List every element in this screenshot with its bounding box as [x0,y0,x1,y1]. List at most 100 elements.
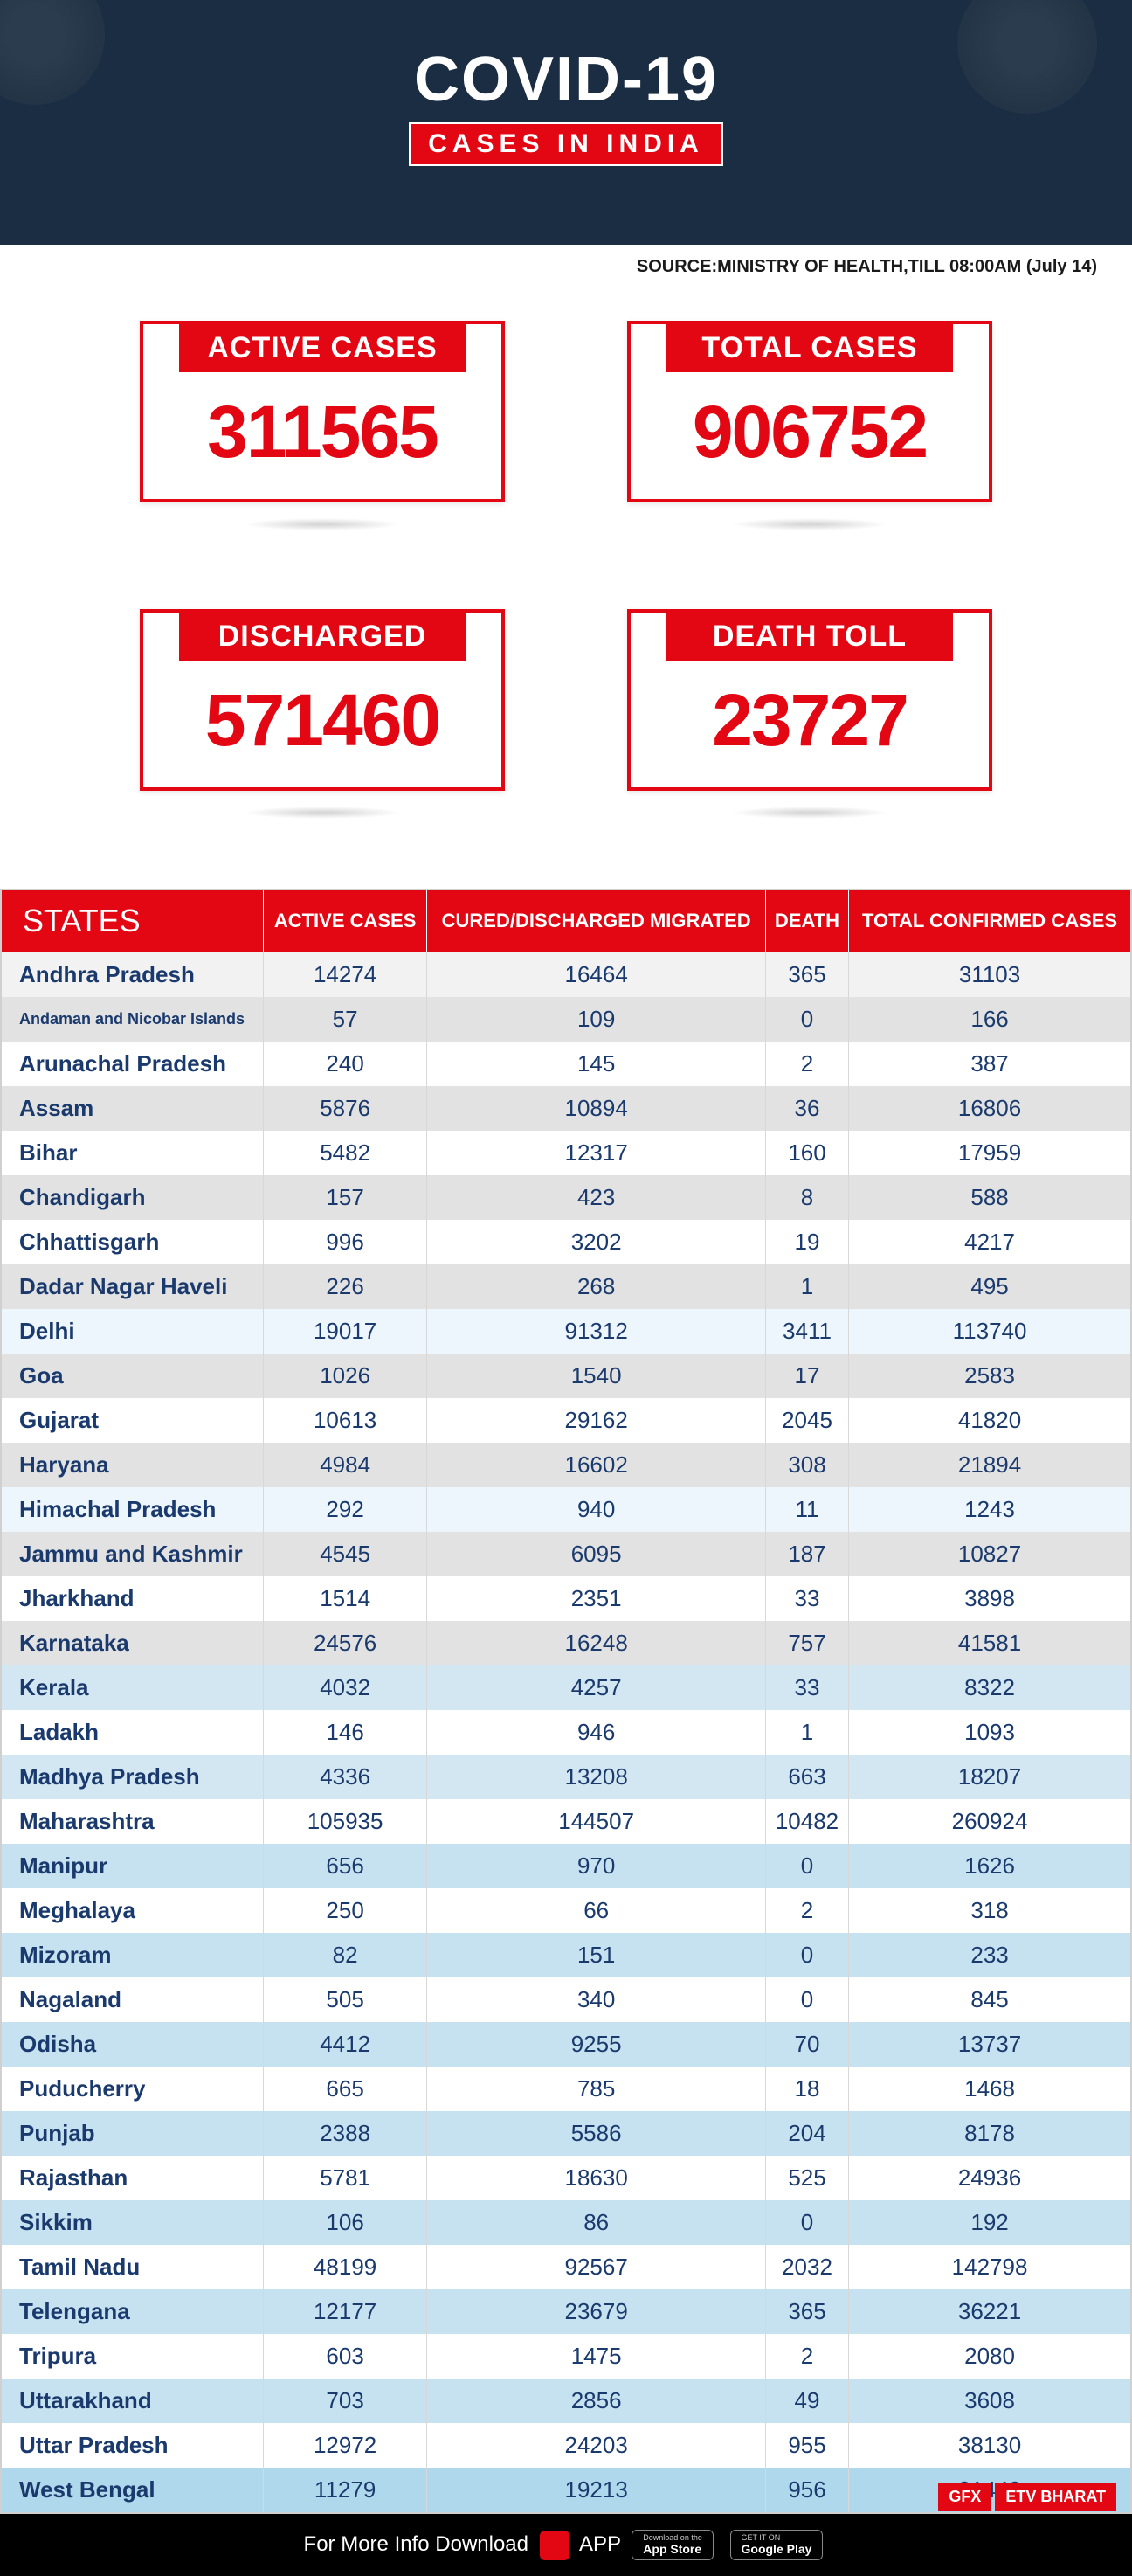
subtitle-badge: CASES IN INDIA [409,122,723,166]
etv-badge: ETV BHARAT [995,2483,1116,2511]
value-cell: 1093 [849,1710,1131,1755]
table-row: Mizoram821510233 [1,1933,1131,1977]
value-cell: 603 [263,2334,427,2379]
appstore-badge[interactable]: Download on the App Store [632,2530,714,2560]
value-cell: 18207 [849,1755,1131,1799]
state-name-cell: Haryana [1,1443,263,1487]
table-row: Jharkhand15142351333898 [1,1576,1131,1621]
value-cell: 1626 [849,1844,1131,1888]
value-cell: 2 [765,1888,848,1933]
value-cell: 340 [427,1977,766,2022]
value-cell: 10827 [849,1532,1131,1576]
value-cell: 31103 [849,952,1131,998]
value-cell: 17 [765,1354,848,1398]
stat-value: 311565 [143,372,501,499]
table-row: Telengana121772367936536221 [1,2289,1131,2334]
value-cell: 166 [849,997,1131,1042]
playstore-badge[interactable]: GET IT ON Google Play [730,2530,824,2560]
table-row: Andaman and Nicobar Islands571090166 [1,997,1131,1042]
value-cell: 2080 [849,2334,1131,2379]
app-label: APP [579,2532,621,2556]
value-cell: 4336 [263,1755,427,1799]
value-cell: 91312 [427,1309,766,1354]
state-name-cell: Maharashtra [1,1799,263,1844]
value-cell: 19017 [263,1309,427,1354]
value-cell: 24576 [263,1621,427,1665]
state-name-cell: Meghalaya [1,1888,263,1933]
value-cell: 41581 [849,1621,1131,1665]
value-cell: 505 [263,1977,427,2022]
value-cell: 29162 [427,1398,766,1443]
state-name-cell: West Bengal [1,2468,263,2513]
value-cell: 92567 [427,2245,766,2289]
stat-card: ACTIVE CASES311565 [140,321,505,502]
table-row: Ladakh14694611093 [1,1710,1131,1755]
table-header-cell: DEATH [765,890,848,952]
subtitle-text: CASES IN INDIA [428,129,704,158]
value-cell: 21894 [849,1443,1131,1487]
state-name-cell: Gujarat [1,1398,263,1443]
stat-value: 23727 [631,661,989,787]
value-cell: 6095 [427,1532,766,1576]
table-row: Chhattisgarh9963202194217 [1,1220,1131,1264]
value-cell: 10482 [765,1799,848,1844]
value-cell: 12177 [263,2289,427,2334]
value-cell: 16248 [427,1621,766,1665]
state-name-cell: Mizoram [1,1933,263,1977]
value-cell: 109 [427,997,766,1042]
value-cell: 19213 [427,2468,766,2513]
value-cell: 1468 [849,2067,1131,2111]
state-name-cell: Andaman and Nicobar Islands [1,997,263,1042]
value-cell: 9255 [427,2022,766,2067]
value-cell: 16602 [427,1443,766,1487]
value-cell: 946 [427,1710,766,1755]
table-header-cell: ACTIVE CASES [263,890,427,952]
state-name-cell: Jharkhand [1,1576,263,1621]
state-name-cell: Karnataka [1,1621,263,1665]
table-row: Punjab238855862048178 [1,2111,1131,2156]
table-header-cell: STATES [1,890,263,952]
value-cell: 8322 [849,1665,1131,1710]
value-cell: 204 [765,2111,848,2156]
value-cell: 5482 [263,1131,427,1175]
value-cell: 144507 [427,1799,766,1844]
value-cell: 1 [765,1710,848,1755]
value-cell: 1514 [263,1576,427,1621]
value-cell: 57 [263,997,427,1042]
value-cell: 10894 [427,1086,766,1131]
value-cell: 233 [849,1933,1131,1977]
value-cell: 3608 [849,2379,1131,2423]
value-cell: 2583 [849,1354,1131,1398]
value-cell: 845 [849,1977,1131,2022]
value-cell: 151 [427,1933,766,1977]
table-row: Haryana49841660230821894 [1,1443,1131,1487]
value-cell: 1026 [263,1354,427,1398]
value-cell: 16464 [427,952,766,998]
state-name-cell: Tamil Nadu [1,2245,263,2289]
value-cell: 19 [765,1220,848,1264]
state-name-cell: Nagaland [1,1977,263,2022]
value-cell: 24936 [849,2156,1131,2200]
value-cell: 66 [427,1888,766,1933]
state-name-cell: Manipur [1,1844,263,1888]
table-body: Andhra Pradesh142741646436531103Andaman … [1,952,1131,2514]
table-row: Uttarakhand7032856493608 [1,2379,1131,2423]
value-cell: 3411 [765,1309,848,1354]
stat-card: DISCHARGED571460 [140,609,505,791]
state-name-cell: Telengana [1,2289,263,2334]
value-cell: 663 [765,1755,848,1799]
table-row: Gujarat1061329162204541820 [1,1398,1131,1443]
value-cell: 2388 [263,2111,427,2156]
value-cell: 160 [765,1131,848,1175]
source-line: SOURCE:MINISTRY OF HEALTH,TILL 08:00AM (… [0,245,1132,286]
table-row: Manipur65697001626 [1,1844,1131,1888]
value-cell: 142798 [849,2245,1131,2289]
gfx-badge: GFX [938,2483,991,2511]
value-cell: 268 [427,1264,766,1309]
value-cell: 41820 [849,1398,1131,1443]
table-row: Maharashtra10593514450710482260924 [1,1799,1131,1844]
stat-card: DEATH TOLL23727 [627,609,992,791]
value-cell: 192 [849,2200,1131,2245]
value-cell: 0 [765,1977,848,2022]
value-cell: 955 [765,2423,848,2468]
